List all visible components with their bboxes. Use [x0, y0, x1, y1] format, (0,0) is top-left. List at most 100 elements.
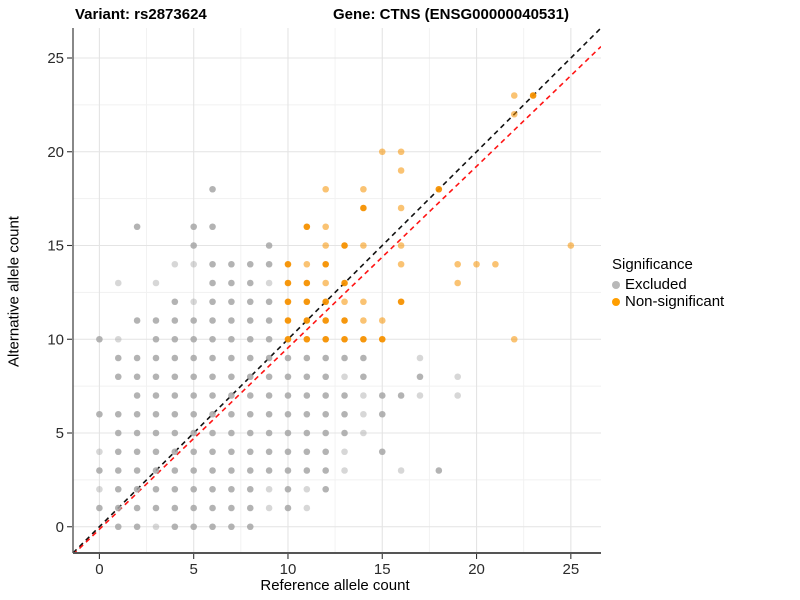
- data-point-excluded: [284, 392, 292, 399]
- data-point-excluded: [265, 298, 273, 306]
- data-point-non-significant: [397, 204, 405, 212]
- data-point-excluded: [265, 504, 273, 512]
- data-point-excluded: [152, 373, 160, 381]
- data-point-non-significant: [360, 185, 367, 193]
- data-point-excluded: [190, 410, 197, 418]
- data-point-excluded: [114, 467, 122, 474]
- data-point-excluded: [284, 504, 292, 512]
- data-point-excluded: [228, 392, 235, 399]
- y-tick-label: 0: [56, 519, 64, 536]
- data-point-excluded: [152, 410, 160, 418]
- data-point-excluded: [190, 223, 197, 231]
- data-point-excluded: [209, 185, 216, 193]
- y-tick-label: 10: [47, 331, 64, 348]
- data-point-non-significant: [284, 335, 292, 343]
- data-point-excluded: [209, 504, 216, 512]
- data-point-excluded: [171, 467, 179, 474]
- data-point-excluded: [152, 467, 160, 474]
- data-point-non-significant: [322, 223, 329, 231]
- data-point-excluded: [114, 485, 122, 493]
- data-point-excluded: [246, 448, 254, 456]
- legend-item-label: Non-significant: [625, 293, 725, 310]
- data-point-excluded: [303, 354, 311, 362]
- data-point-non-significant: [322, 298, 329, 306]
- data-point-excluded: [133, 373, 141, 381]
- data-point-excluded: [416, 392, 424, 399]
- data-point-excluded: [209, 448, 216, 456]
- data-point-non-significant: [510, 92, 518, 99]
- data-point-excluded: [114, 448, 122, 456]
- data-point-non-significant: [454, 260, 461, 268]
- data-point-non-significant: [341, 242, 348, 249]
- data-point-excluded: [265, 410, 273, 418]
- data-point-excluded: [171, 354, 179, 362]
- legend-title: Significance: [612, 256, 693, 273]
- data-point-excluded: [190, 335, 197, 343]
- data-point-excluded: [171, 410, 179, 418]
- data-point-non-significant: [397, 148, 405, 156]
- data-point-excluded: [133, 410, 141, 418]
- data-point-excluded: [265, 242, 273, 249]
- data-point-excluded: [360, 429, 367, 437]
- data-point-excluded: [133, 523, 141, 531]
- data-point-excluded: [228, 485, 235, 493]
- data-point-excluded: [96, 485, 103, 493]
- data-point-excluded: [152, 485, 160, 493]
- data-point-excluded: [265, 260, 273, 268]
- data-point-excluded: [246, 523, 254, 531]
- data-point-non-significant: [322, 317, 329, 324]
- data-point-non-significant: [492, 260, 499, 268]
- data-point-excluded: [114, 504, 122, 512]
- data-point-excluded: [190, 485, 197, 493]
- data-point-excluded: [303, 467, 311, 474]
- data-point-excluded: [209, 298, 216, 306]
- data-point-non-significant: [341, 279, 348, 287]
- data-point-excluded: [190, 504, 197, 512]
- data-point-excluded: [190, 392, 197, 399]
- data-point-excluded: [246, 260, 254, 268]
- y-tick-label: 5: [56, 425, 64, 442]
- data-point-excluded: [454, 392, 461, 399]
- data-point-non-significant: [529, 92, 537, 99]
- data-point-non-significant: [303, 223, 311, 231]
- data-point-excluded: [209, 317, 216, 324]
- data-point-excluded: [246, 335, 254, 343]
- data-point-excluded: [322, 392, 329, 399]
- data-point-non-significant: [567, 242, 575, 249]
- data-point-excluded: [322, 354, 329, 362]
- data-point-excluded: [246, 298, 254, 306]
- data-point-excluded: [341, 429, 348, 437]
- data-point-excluded: [228, 354, 235, 362]
- data-point-excluded: [96, 335, 103, 343]
- data-point-excluded: [152, 504, 160, 512]
- data-point-excluded: [246, 279, 254, 287]
- data-point-non-significant: [360, 298, 367, 306]
- data-point-excluded: [152, 448, 160, 456]
- data-point-excluded: [228, 448, 235, 456]
- data-point-excluded: [246, 354, 254, 362]
- data-point-excluded: [246, 504, 254, 512]
- gene-title: Gene: CTNS (ENSG00000040531): [333, 6, 569, 23]
- data-point-non-significant: [322, 242, 329, 249]
- data-point-excluded: [171, 504, 179, 512]
- data-point-excluded: [284, 354, 292, 362]
- data-point-non-significant: [303, 279, 311, 287]
- data-point-excluded: [190, 317, 197, 324]
- variant-title: Variant: rs2873624: [75, 6, 207, 23]
- data-point-excluded: [435, 467, 443, 474]
- data-point-excluded: [322, 410, 329, 418]
- data-point-excluded: [246, 485, 254, 493]
- data-point-excluded: [246, 410, 254, 418]
- data-point-non-significant: [303, 298, 311, 306]
- data-point-excluded: [303, 429, 311, 437]
- data-point-non-significant: [397, 167, 405, 174]
- data-point-excluded: [96, 448, 103, 456]
- data-point-non-significant: [454, 279, 461, 287]
- non-significant-key-dot-icon: [612, 297, 620, 306]
- data-point-excluded: [378, 392, 386, 399]
- data-point-excluded: [341, 448, 348, 456]
- data-point-non-significant: [473, 260, 480, 268]
- data-point-excluded: [265, 335, 273, 343]
